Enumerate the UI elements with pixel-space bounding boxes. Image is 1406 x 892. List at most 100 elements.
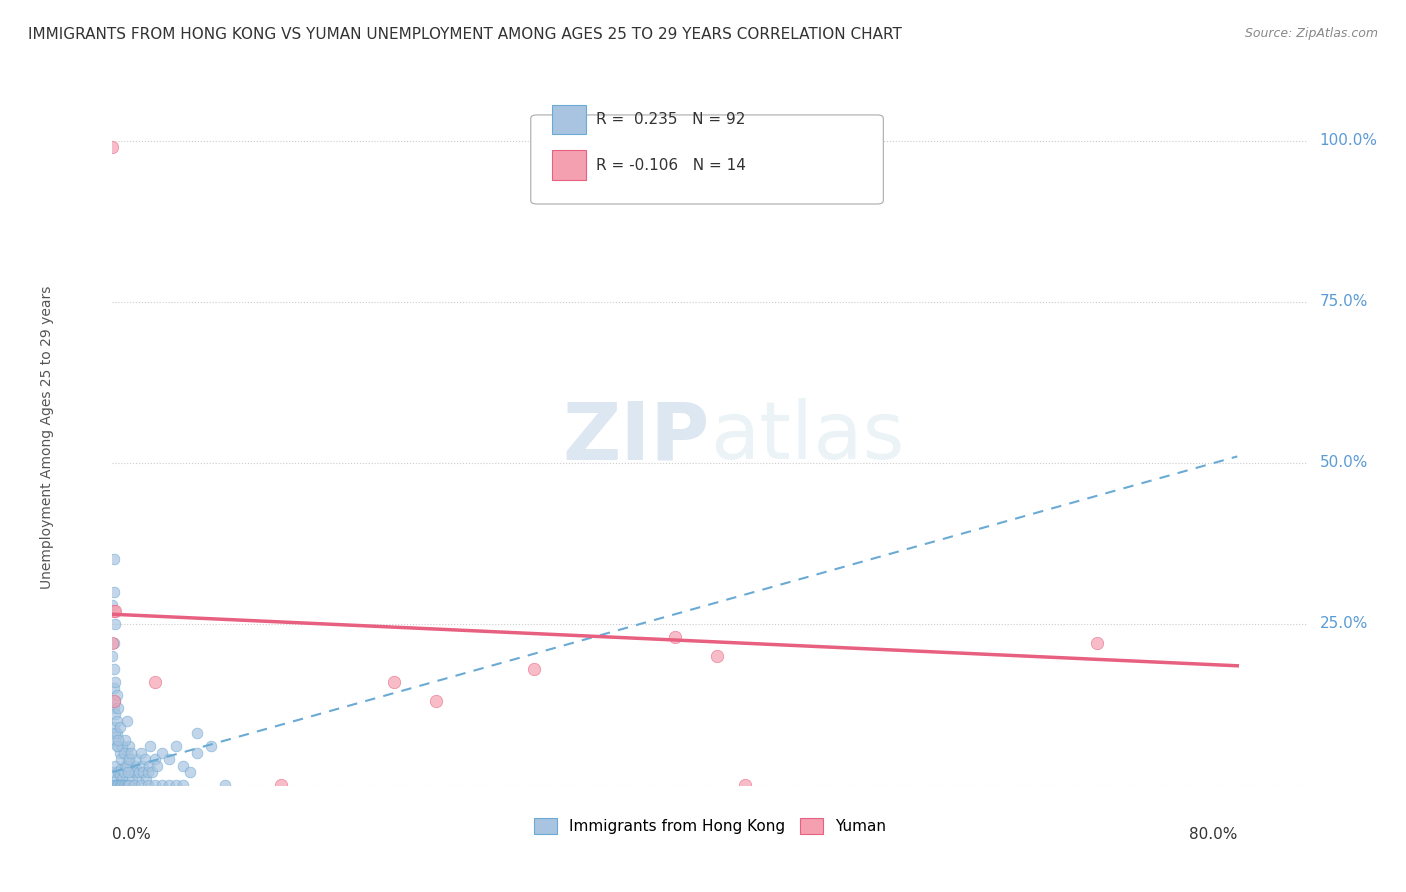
Text: IMMIGRANTS FROM HONG KONG VS YUMAN UNEMPLOYMENT AMONG AGES 25 TO 29 YEARS CORREL: IMMIGRANTS FROM HONG KONG VS YUMAN UNEMP… [28, 27, 903, 42]
Point [150, 778, 173, 792]
Point [103, 694, 125, 708]
Point [115, 746, 138, 760]
Text: 25.0%: 25.0% [1320, 616, 1368, 632]
Point [104, 604, 127, 618]
Point [120, 765, 142, 780]
Point [165, 778, 187, 792]
Point [200, 739, 222, 754]
Point [112, 746, 135, 760]
Point [141, 765, 163, 780]
FancyBboxPatch shape [531, 115, 883, 204]
Point [157, 752, 180, 766]
Point [186, 726, 208, 740]
Point [115, 778, 138, 792]
Point [104, 674, 127, 689]
Point [122, 758, 145, 772]
Text: atlas: atlas [710, 398, 904, 476]
Point [103, 662, 125, 676]
Text: 80.0%: 80.0% [1188, 827, 1237, 842]
Point [104, 758, 127, 772]
Point [117, 752, 139, 766]
Point [108, 768, 131, 782]
Point [382, 674, 405, 689]
Point [103, 778, 125, 792]
Point [114, 758, 136, 772]
Point [118, 739, 141, 754]
Point [101, 598, 124, 612]
Point [121, 772, 143, 786]
Point [101, 649, 124, 664]
Point [114, 732, 136, 747]
Point [214, 778, 236, 792]
Point [111, 772, 134, 786]
Point [143, 778, 166, 792]
Point [108, 778, 131, 792]
Point [115, 758, 138, 772]
Point [134, 752, 156, 766]
Point [270, 778, 292, 792]
Point [104, 732, 127, 747]
Point [136, 765, 159, 780]
Point [103, 765, 125, 780]
Point [104, 778, 127, 792]
Point [124, 765, 146, 780]
Point [110, 752, 132, 766]
Bar [553, 151, 586, 179]
Point [114, 778, 136, 792]
Point [105, 688, 128, 702]
Point [103, 700, 125, 714]
Text: ZIP: ZIP [562, 398, 710, 476]
Point [117, 765, 139, 780]
Point [103, 636, 125, 650]
Point [107, 765, 129, 780]
Point [105, 772, 128, 786]
Point [110, 762, 132, 776]
Point [131, 758, 153, 772]
Point [129, 746, 152, 760]
Point [111, 739, 134, 754]
Point [104, 726, 127, 740]
Point [103, 681, 125, 696]
Point [138, 758, 160, 772]
Point [1085, 636, 1108, 650]
Point [143, 752, 166, 766]
Point [107, 700, 129, 714]
Point [115, 714, 138, 728]
Text: R = -0.106   N = 14: R = -0.106 N = 14 [596, 158, 747, 172]
Point [135, 772, 157, 786]
Point [117, 778, 139, 792]
Point [127, 772, 149, 786]
Text: Unemployment Among Ages 25 to 29 years: Unemployment Among Ages 25 to 29 years [39, 285, 53, 589]
Point [105, 739, 128, 754]
Point [105, 778, 128, 792]
Point [101, 636, 124, 650]
Point [104, 707, 127, 722]
Point [146, 758, 169, 772]
Text: 0.0%: 0.0% [112, 827, 152, 842]
Point [172, 758, 194, 772]
Point [108, 720, 131, 734]
Text: 75.0%: 75.0% [1320, 294, 1368, 310]
Point [107, 739, 129, 754]
Point [132, 765, 155, 780]
Point [128, 765, 150, 780]
Point [105, 726, 128, 740]
Point [105, 714, 128, 728]
Point [107, 732, 129, 747]
Point [125, 752, 148, 766]
Point [103, 720, 125, 734]
Text: 100.0%: 100.0% [1320, 133, 1378, 148]
Point [118, 752, 141, 766]
Point [157, 778, 180, 792]
Point [103, 584, 125, 599]
Legend: Immigrants from Hong Kong, Yuman: Immigrants from Hong Kong, Yuman [527, 812, 893, 840]
Point [108, 746, 131, 760]
Point [101, 140, 124, 154]
Point [136, 778, 159, 792]
Point [103, 604, 125, 618]
Point [120, 746, 142, 760]
Point [186, 746, 208, 760]
Point [111, 778, 134, 792]
Point [122, 778, 145, 792]
Point [734, 778, 756, 792]
